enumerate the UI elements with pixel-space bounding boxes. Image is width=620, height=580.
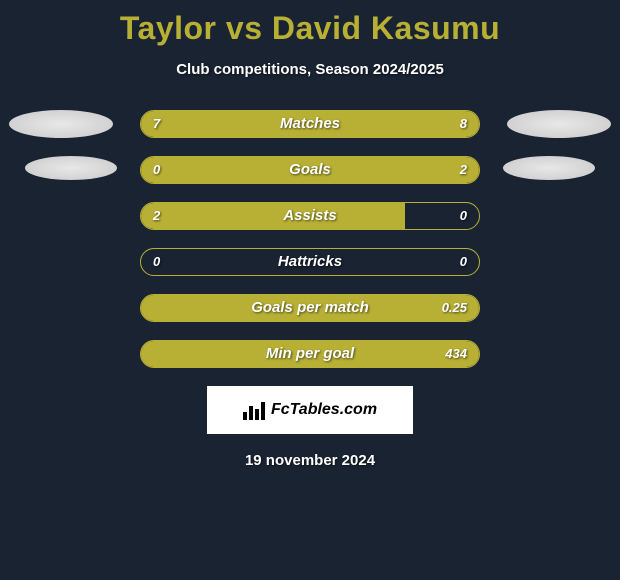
stat-label: Goals xyxy=(141,157,479,183)
player-left-ellipse-bottom xyxy=(25,156,117,180)
stat-label: Assists xyxy=(141,203,479,229)
bar-chart-icon xyxy=(243,400,265,420)
player-right-ellipse-top xyxy=(507,110,611,138)
comparison-date: 19 november 2024 xyxy=(0,452,620,469)
stat-row: 0Goals2 xyxy=(140,156,480,184)
stat-value-right: 434 xyxy=(445,341,467,367)
comparison-title: Taylor vs David Kasumu xyxy=(0,0,620,47)
player-left-ellipse-top xyxy=(9,110,113,138)
stat-value-right: 2 xyxy=(460,157,467,183)
stat-label: Goals per match xyxy=(141,295,479,321)
stat-value-right: 0 xyxy=(460,249,467,275)
stat-row: Min per goal434 xyxy=(140,340,480,368)
stat-row: 2Assists0 xyxy=(140,202,480,230)
stat-label: Matches xyxy=(141,111,479,137)
player-right-ellipse-bottom xyxy=(503,156,595,180)
stat-row: 0Hattricks0 xyxy=(140,248,480,276)
stat-value-right: 0 xyxy=(460,203,467,229)
stat-value-right: 0.25 xyxy=(442,295,467,321)
stat-row: 7Matches8 xyxy=(140,110,480,138)
comparison-subtitle: Club competitions, Season 2024/2025 xyxy=(0,61,620,78)
stat-value-right: 8 xyxy=(460,111,467,137)
fctables-badge: FcTables.com xyxy=(207,386,413,434)
comparison-bars: 7Matches80Goals22Assists00Hattricks0Goal… xyxy=(140,110,480,368)
stat-label: Min per goal xyxy=(141,341,479,367)
stat-label: Hattricks xyxy=(141,249,479,275)
badge-text: FcTables.com xyxy=(271,401,377,419)
stats-area: 7Matches80Goals22Assists00Hattricks0Goal… xyxy=(0,110,620,368)
stat-row: Goals per match0.25 xyxy=(140,294,480,322)
